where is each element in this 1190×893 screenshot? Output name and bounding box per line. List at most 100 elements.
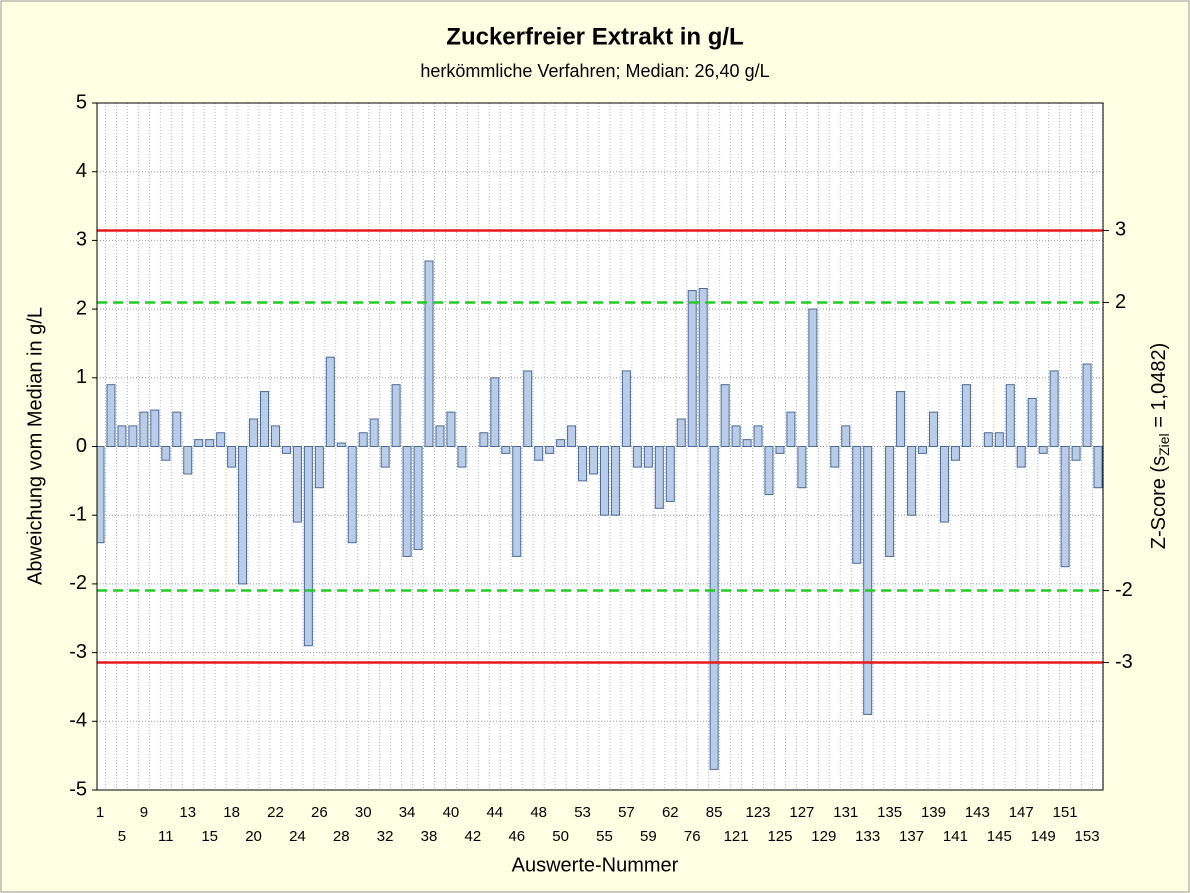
x-tick-label: 123	[746, 804, 771, 821]
bar	[194, 439, 204, 448]
bar	[1016, 446, 1026, 468]
x-tick-label: 145	[987, 828, 1012, 845]
x-tick-label: 153	[1075, 828, 1100, 845]
x-tick-label: 149	[1031, 828, 1056, 845]
bar	[589, 446, 599, 475]
bar	[238, 446, 248, 585]
y2-tick-label: -2	[1115, 579, 1133, 601]
y-tick-label: -3	[69, 641, 87, 663]
bar	[896, 391, 906, 448]
bar	[336, 442, 346, 448]
x-tick-label: 62	[662, 804, 679, 821]
bar	[961, 384, 971, 448]
bar	[534, 446, 544, 461]
bar	[435, 425, 445, 448]
bar	[358, 432, 368, 448]
bar	[1093, 446, 1103, 489]
x-tick-label: 125	[767, 828, 792, 845]
x-tick-label: 34	[399, 804, 416, 821]
y2-axis-label: Z-Score (sZiel = 1,0482)	[1148, 343, 1171, 550]
bar	[610, 446, 620, 516]
y2-tick-label: 2	[1115, 291, 1126, 313]
bar	[852, 446, 862, 564]
bar	[347, 446, 357, 544]
x-tick-label: 137	[899, 828, 924, 845]
x-tick-label: 32	[377, 828, 394, 845]
x-tick-label: 85	[706, 804, 723, 821]
bar	[446, 411, 456, 447]
y-tick-label: 0	[76, 435, 87, 457]
x-tick-label: 9	[140, 804, 148, 821]
bar	[457, 446, 467, 468]
bar	[172, 411, 182, 447]
bar	[1049, 370, 1059, 447]
bar	[205, 439, 215, 448]
bar	[731, 425, 741, 448]
x-axis-label: Auswerte-Nummer	[512, 854, 679, 876]
bar	[742, 439, 752, 448]
y-tick-label: -1	[69, 503, 87, 525]
bar	[863, 446, 873, 715]
x-tick-label: 50	[552, 828, 569, 845]
x-tick-label: 147	[1009, 804, 1034, 821]
x-tick-label: 18	[223, 804, 240, 821]
bar	[830, 446, 840, 468]
bar	[786, 411, 796, 447]
bar	[117, 425, 127, 448]
bar	[303, 446, 313, 647]
bar	[939, 446, 949, 523]
y2-tick-label: 3	[1115, 219, 1126, 241]
x-tick-label: 76	[684, 828, 701, 845]
x-tick-label: 40	[443, 804, 460, 821]
x-tick-label: 46	[508, 828, 525, 845]
chart-title: Zuckerfreier Extrakt in g/L	[446, 23, 743, 50]
bar	[545, 446, 555, 454]
bar	[1082, 363, 1092, 447]
bar	[249, 418, 259, 447]
bar	[183, 446, 193, 475]
x-tick-label: 30	[355, 804, 372, 821]
bar	[512, 446, 522, 557]
bar	[983, 432, 993, 448]
bar	[994, 432, 1004, 448]
y-tick-label: -2	[69, 572, 87, 594]
bar	[479, 432, 489, 448]
bar	[775, 446, 785, 454]
bar	[281, 446, 291, 454]
x-tick-label: 121	[724, 828, 749, 845]
x-tick-label: 20	[245, 828, 262, 845]
y2-label-part: = 1,0482)	[1148, 343, 1170, 434]
x-tick-label: 42	[465, 828, 482, 845]
x-tick-label: 22	[267, 804, 284, 821]
bar	[227, 446, 237, 468]
y2-label-sub: Ziel	[1156, 433, 1172, 456]
x-tick-label: 143	[965, 804, 990, 821]
y-axis-label: Abweichung vom Median in g/L	[24, 307, 46, 585]
bars	[97, 260, 1103, 770]
bar	[501, 446, 511, 454]
bar	[1005, 384, 1015, 448]
bar	[325, 356, 335, 447]
x-tick-label: 127	[789, 804, 814, 821]
bar	[97, 446, 105, 544]
bar	[841, 425, 851, 448]
x-tick-label: 38	[421, 828, 438, 845]
bar	[490, 377, 500, 447]
x-tick-label: 55	[596, 828, 613, 845]
y-tick-label: -4	[69, 710, 87, 732]
y-tick-label: 1	[76, 366, 87, 388]
bar	[369, 418, 379, 447]
x-tick-label: 28	[333, 828, 350, 845]
bar	[808, 308, 818, 447]
bar	[885, 446, 895, 557]
x-tick-label: 13	[179, 804, 196, 821]
bar	[698, 287, 708, 447]
bar	[567, 425, 577, 448]
bar	[391, 384, 401, 448]
bar	[928, 411, 938, 447]
bar	[797, 446, 807, 489]
bar	[1071, 446, 1081, 461]
y-tick-label: 3	[76, 229, 87, 251]
bar	[556, 439, 566, 448]
bar	[687, 290, 697, 447]
